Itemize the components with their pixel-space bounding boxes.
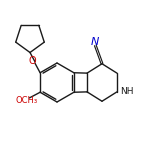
Text: O: O xyxy=(29,56,37,66)
Text: NH: NH xyxy=(120,87,133,96)
Text: OCH₃: OCH₃ xyxy=(15,96,38,105)
Text: N: N xyxy=(91,37,99,47)
